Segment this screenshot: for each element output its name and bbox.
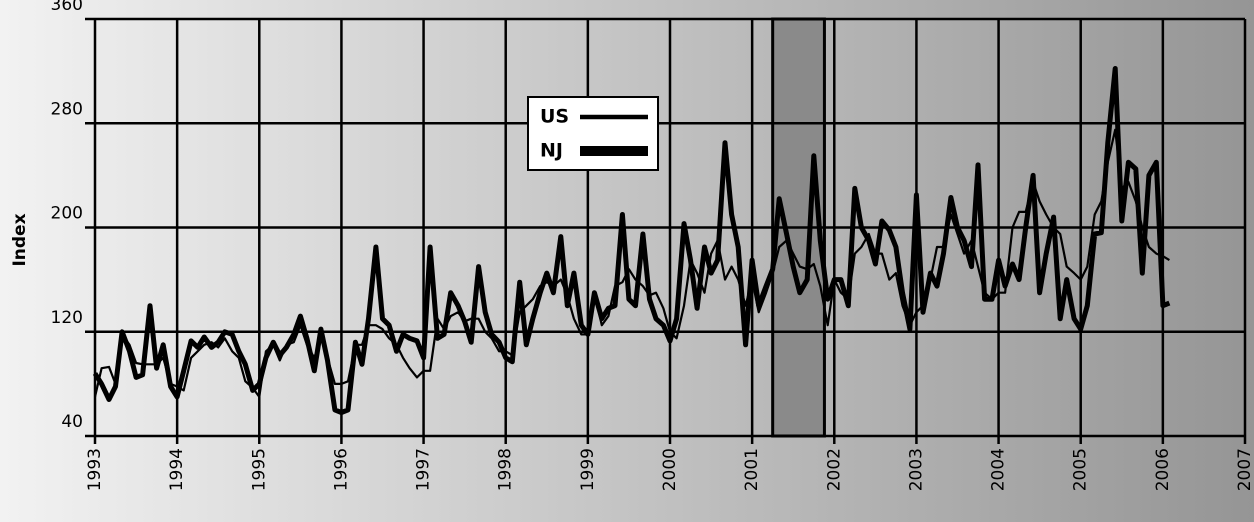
x-tick-label: 2007: [1235, 448, 1254, 491]
x-tick-label: 1995: [249, 448, 269, 491]
x-tick-label: 2004: [989, 448, 1009, 491]
x-tick-label: 2005: [1071, 448, 1091, 491]
x-tick-label: 2003: [906, 448, 926, 491]
x-tick-label: 1999: [578, 448, 598, 491]
x-tick-label: 1993: [85, 448, 105, 491]
legend-label: US: [540, 106, 569, 128]
x-tick-label: 1997: [414, 448, 434, 491]
y-tick-label: 360: [51, 0, 83, 15]
y-tick-label: 40: [61, 412, 83, 432]
y-tick-label: 280: [51, 99, 83, 119]
x-tick-label: 1994: [167, 448, 187, 491]
x-tick-label: 1996: [331, 448, 351, 491]
x-tick-label: 2006: [1153, 448, 1173, 491]
y-axis-label: Index: [10, 213, 30, 266]
legend-label: NJ: [540, 140, 563, 162]
y-tick-label: 200: [51, 204, 83, 224]
x-tick-label: 1998: [496, 448, 516, 491]
x-tick-label: 2000: [660, 448, 680, 491]
legend: US NJ: [527, 96, 659, 171]
x-tick-label: 2001: [742, 448, 762, 491]
series-line: [92, 66, 1171, 415]
y-tick-label: 120: [51, 308, 83, 328]
legend-box: [527, 96, 659, 171]
x-tick-label: 2002: [824, 448, 844, 491]
